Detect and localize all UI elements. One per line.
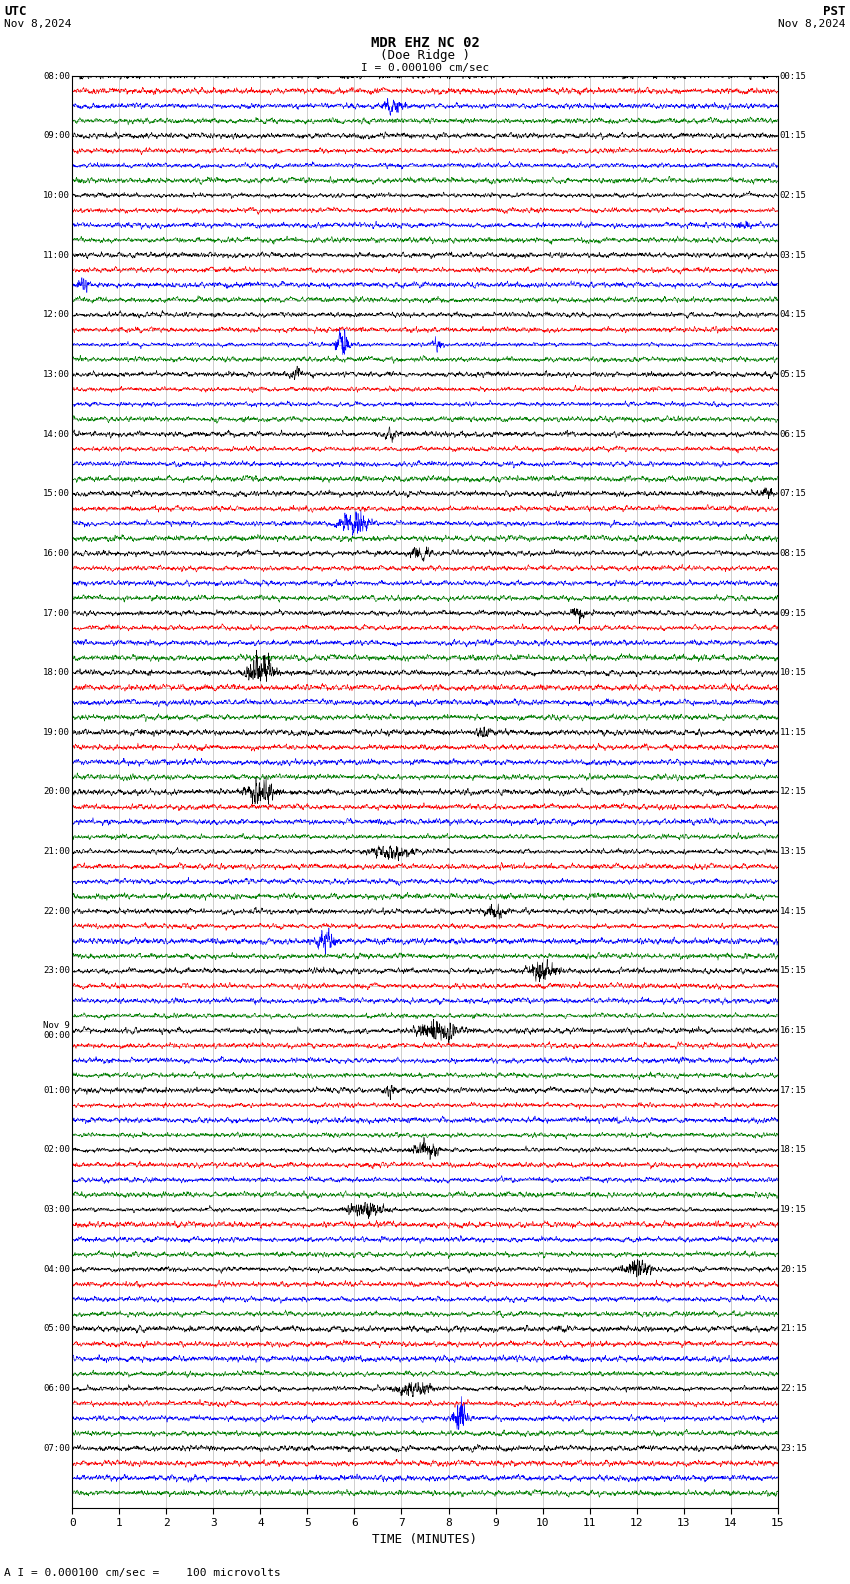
Text: 06:00: 06:00 [43, 1384, 71, 1394]
Text: 16:15: 16:15 [779, 1026, 807, 1036]
Text: 15:00: 15:00 [43, 489, 71, 499]
Text: 06:15: 06:15 [779, 429, 807, 439]
Text: 17:15: 17:15 [779, 1085, 807, 1095]
Text: MDR EHZ NC 02: MDR EHZ NC 02 [371, 36, 479, 51]
Text: 22:00: 22:00 [43, 906, 71, 916]
Text: 20:00: 20:00 [43, 787, 71, 797]
Text: 18:00: 18:00 [43, 668, 71, 678]
Text: 16:00: 16:00 [43, 548, 71, 558]
Text: 19:15: 19:15 [779, 1205, 807, 1215]
Text: 01:00: 01:00 [43, 1085, 71, 1095]
Text: 18:15: 18:15 [779, 1145, 807, 1155]
Text: 19:00: 19:00 [43, 727, 71, 737]
Text: 22:15: 22:15 [779, 1384, 807, 1394]
Text: 01:15: 01:15 [779, 131, 807, 141]
Text: 12:00: 12:00 [43, 310, 71, 320]
Text: 02:00: 02:00 [43, 1145, 71, 1155]
Text: 05:15: 05:15 [779, 369, 807, 379]
Text: 09:15: 09:15 [779, 608, 807, 618]
Text: 15:15: 15:15 [779, 966, 807, 976]
Text: PST: PST [824, 5, 846, 17]
Text: Nov 9
00:00: Nov 9 00:00 [43, 1022, 71, 1041]
Text: 21:15: 21:15 [779, 1324, 807, 1334]
Text: 21:00: 21:00 [43, 847, 71, 857]
Text: 10:00: 10:00 [43, 190, 71, 200]
Text: 23:00: 23:00 [43, 966, 71, 976]
Text: 08:00: 08:00 [43, 71, 71, 81]
Text: 00:15: 00:15 [779, 71, 807, 81]
Text: 11:00: 11:00 [43, 250, 71, 260]
Text: 04:00: 04:00 [43, 1264, 71, 1274]
Text: (Doe Ridge ): (Doe Ridge ) [380, 49, 470, 62]
Text: 13:00: 13:00 [43, 369, 71, 379]
Text: 11:15: 11:15 [779, 727, 807, 737]
Text: 08:15: 08:15 [779, 548, 807, 558]
Text: 07:15: 07:15 [779, 489, 807, 499]
Text: Nov 8,2024: Nov 8,2024 [779, 19, 846, 29]
Text: 02:15: 02:15 [779, 190, 807, 200]
Text: 13:15: 13:15 [779, 847, 807, 857]
Text: 10:15: 10:15 [779, 668, 807, 678]
Text: 14:15: 14:15 [779, 906, 807, 916]
Text: 14:00: 14:00 [43, 429, 71, 439]
Text: UTC: UTC [4, 5, 26, 17]
Text: 03:15: 03:15 [779, 250, 807, 260]
Text: 04:15: 04:15 [779, 310, 807, 320]
Text: 23:15: 23:15 [779, 1443, 807, 1453]
Text: A I = 0.000100 cm/sec =    100 microvolts: A I = 0.000100 cm/sec = 100 microvolts [4, 1568, 281, 1578]
X-axis label: TIME (MINUTES): TIME (MINUTES) [372, 1533, 478, 1546]
Text: 09:00: 09:00 [43, 131, 71, 141]
Text: 05:00: 05:00 [43, 1324, 71, 1334]
Text: Nov 8,2024: Nov 8,2024 [4, 19, 71, 29]
Text: 07:00: 07:00 [43, 1443, 71, 1453]
Text: 03:00: 03:00 [43, 1205, 71, 1215]
Text: 17:00: 17:00 [43, 608, 71, 618]
Text: 20:15: 20:15 [779, 1264, 807, 1274]
Text: I = 0.000100 cm/sec: I = 0.000100 cm/sec [361, 63, 489, 73]
Text: 12:15: 12:15 [779, 787, 807, 797]
